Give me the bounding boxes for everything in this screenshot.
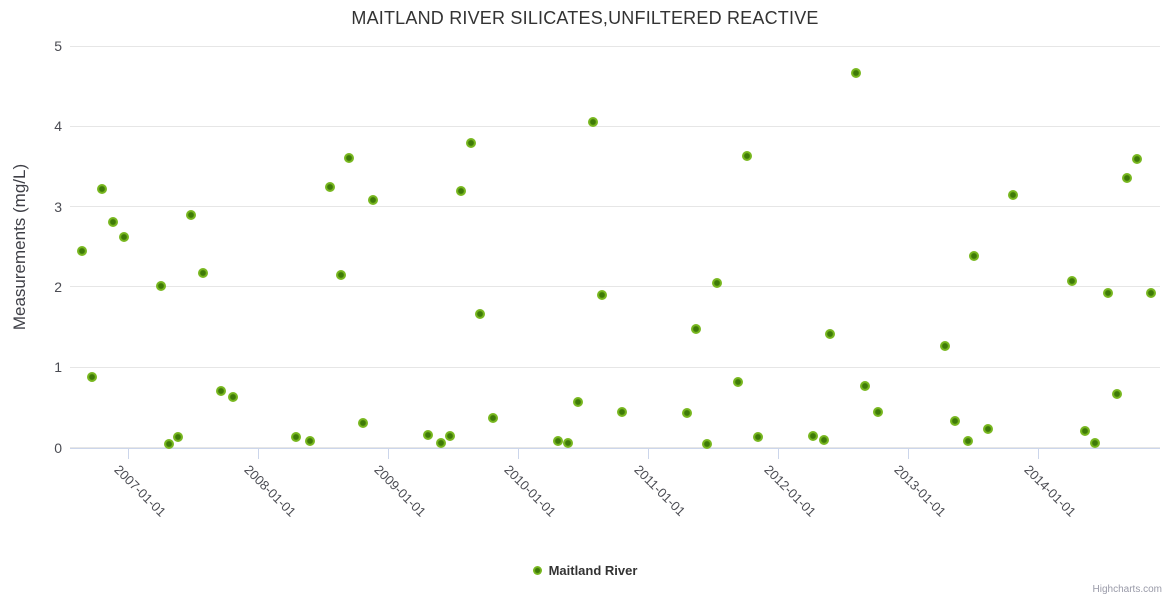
x-axis-tick-label: 2010-01-01 — [501, 461, 560, 520]
y-axis-tick-label: 4 — [54, 118, 62, 135]
y-axis-tick-label: 0 — [54, 439, 62, 456]
x-axis-tick — [908, 448, 909, 459]
data-point[interactable] — [753, 432, 764, 443]
data-point[interactable] — [291, 432, 302, 443]
data-point[interactable] — [982, 424, 993, 435]
legend-label: Maitland River — [548, 563, 638, 578]
x-axis-tick-label: 2009-01-01 — [371, 461, 430, 520]
data-point[interactable] — [563, 438, 574, 449]
x-axis-tick — [648, 448, 649, 459]
data-point[interactable] — [435, 438, 446, 449]
y-gridline — [70, 45, 1160, 47]
data-point[interactable] — [325, 181, 336, 192]
data-point[interactable] — [155, 281, 166, 292]
data-point[interactable] — [422, 429, 433, 440]
data-point[interactable] — [444, 431, 455, 442]
data-point[interactable] — [197, 268, 208, 279]
data-point[interactable] — [305, 436, 316, 447]
data-point[interactable] — [732, 377, 743, 388]
data-point[interactable] — [465, 138, 476, 149]
chart-title: MAITLAND RIVER SILICATES,UNFILTERED REAC… — [351, 8, 819, 28]
x-axis-tick-label: 2007-01-01 — [111, 461, 170, 520]
data-point[interactable] — [1131, 154, 1142, 165]
data-point[interactable] — [587, 117, 598, 128]
data-point[interactable] — [818, 435, 829, 446]
y-gridline — [70, 366, 1160, 368]
y-axis-tick-label: 2 — [54, 278, 62, 295]
data-point[interactable] — [368, 195, 379, 206]
x-axis-tick-label: 2013-01-01 — [891, 461, 950, 520]
data-point[interactable] — [173, 432, 184, 443]
y-gridline — [70, 125, 1160, 127]
data-point[interactable] — [872, 407, 883, 418]
data-point[interactable] — [1121, 173, 1132, 184]
data-point[interactable] — [596, 289, 607, 300]
y-axis-tick-label: 1 — [54, 359, 62, 376]
legend-marker-icon — [532, 566, 542, 575]
data-point[interactable] — [850, 68, 861, 79]
data-point[interactable] — [690, 323, 701, 334]
data-point[interactable] — [216, 386, 227, 397]
data-point[interactable] — [475, 309, 486, 320]
x-axis-tick-label: 2008-01-01 — [241, 461, 300, 520]
data-point[interactable] — [962, 436, 973, 447]
data-point[interactable] — [487, 412, 498, 423]
legend-item-maitland-river[interactable]: Maitland River — [532, 563, 638, 578]
x-axis-tick — [388, 448, 389, 459]
data-point[interactable] — [807, 431, 818, 442]
data-point[interactable] — [164, 439, 175, 450]
data-point[interactable] — [357, 417, 368, 428]
x-axis-tick-label: 2011-01-01 — [631, 461, 689, 519]
data-point[interactable] — [87, 371, 98, 382]
x-axis-tick — [258, 448, 259, 459]
data-point[interactable] — [97, 183, 108, 194]
data-point[interactable] — [119, 232, 130, 243]
data-point[interactable] — [711, 277, 722, 288]
y-gridline — [70, 286, 1160, 288]
data-point[interactable] — [1080, 425, 1091, 436]
x-axis-tick — [518, 448, 519, 459]
data-point[interactable] — [741, 151, 752, 161]
x-axis-tick — [1038, 448, 1039, 459]
data-point[interactable] — [455, 186, 466, 197]
y-axis-title: Measurements (mg/L) — [10, 163, 29, 331]
data-point[interactable] — [572, 396, 583, 407]
x-axis-tick — [778, 448, 779, 459]
data-point[interactable] — [824, 329, 835, 340]
data-point[interactable] — [860, 380, 871, 391]
x-axis-tick-label: 2012-01-01 — [761, 461, 820, 520]
data-point[interactable] — [343, 153, 354, 164]
data-point[interactable] — [949, 416, 960, 426]
data-point[interactable] — [552, 436, 563, 447]
data-point[interactable] — [616, 407, 627, 418]
data-point[interactable] — [228, 391, 239, 402]
data-point[interactable] — [186, 209, 197, 220]
x-axis-line — [70, 447, 1160, 449]
y-gridline — [70, 206, 1160, 208]
y-axis-tick-label: 3 — [54, 198, 62, 215]
legend: Maitland River — [0, 562, 1170, 580]
data-point[interactable] — [77, 245, 88, 256]
x-axis-tick-label: 2014-01-01 — [1021, 461, 1080, 520]
data-point[interactable] — [335, 269, 346, 280]
data-point[interactable] — [1145, 288, 1156, 299]
data-point[interactable] — [968, 251, 979, 262]
data-point[interactable] — [681, 407, 692, 418]
x-axis-tick — [128, 448, 129, 459]
data-point[interactable] — [1111, 388, 1122, 399]
data-point[interactable] — [1102, 288, 1113, 299]
highcharts-credits[interactable]: Highcharts.com — [1092, 584, 1162, 595]
data-point[interactable] — [939, 340, 950, 351]
y-axis-tick-label: 5 — [54, 38, 62, 54]
data-point[interactable] — [1066, 276, 1077, 287]
data-point[interactable] — [1007, 189, 1018, 200]
data-point[interactable] — [701, 439, 712, 450]
data-point[interactable] — [1090, 438, 1101, 449]
data-point[interactable] — [108, 216, 119, 227]
